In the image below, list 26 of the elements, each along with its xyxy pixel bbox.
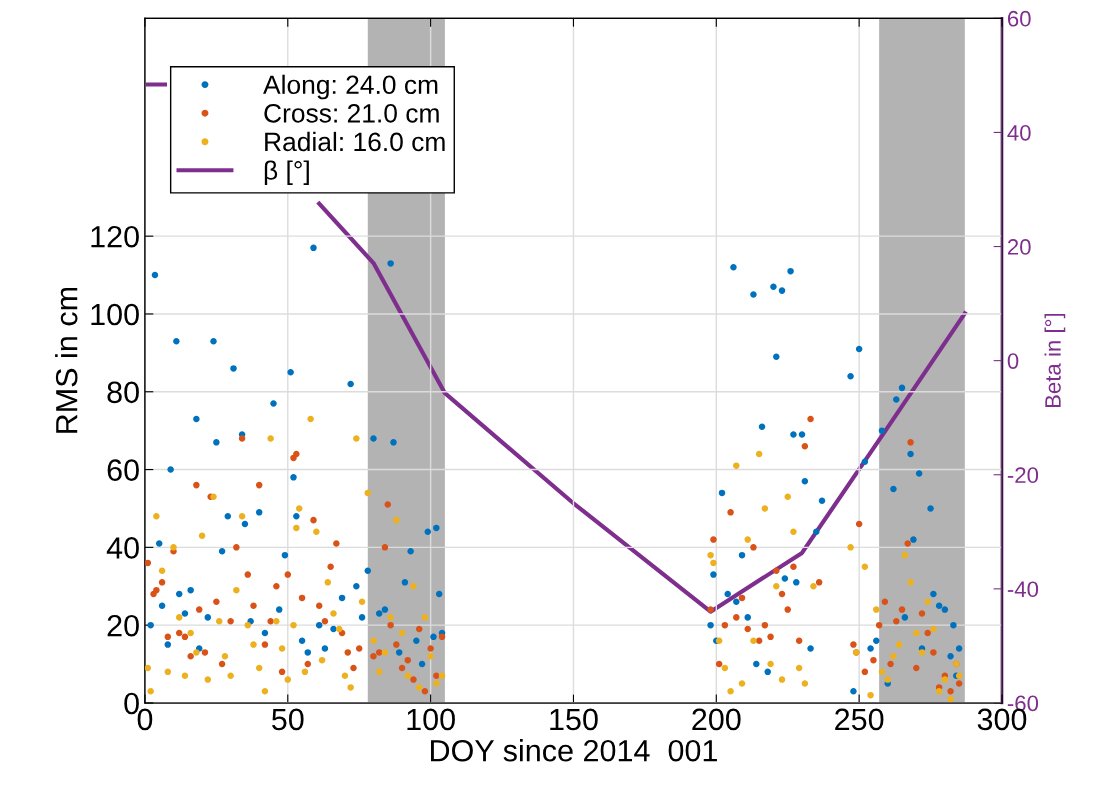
x-tick-label: 50 bbox=[272, 708, 304, 731]
y-axis-title: RMS in cm bbox=[55, 287, 78, 433]
x-tick-label: 150 bbox=[550, 708, 598, 731]
y-tick-label: 60 bbox=[107, 459, 139, 481]
x-tick-label: 0 bbox=[137, 708, 153, 731]
y2-tick-label: 0 bbox=[1007, 353, 1019, 369]
legend-label: Radial: 16.0 cm bbox=[265, 131, 445, 152]
y2-axis-title: Beta in [°] bbox=[1044, 313, 1066, 408]
y2-tick-label: 60 bbox=[1007, 10, 1031, 27]
x-tick-label: 200 bbox=[692, 708, 741, 731]
x-axis-title: DOY since 2014 001 bbox=[431, 739, 717, 762]
y-tick-label: 100 bbox=[91, 303, 139, 326]
legend-label: β [°] bbox=[264, 160, 309, 185]
y-tick-label: 0 bbox=[124, 692, 139, 715]
y-tick-label: 120 bbox=[91, 225, 139, 248]
y2-tick-label: 40 bbox=[1007, 124, 1031, 141]
y2-tick-label: -40 bbox=[1007, 581, 1039, 598]
legend-label: Cross: 21.0 cm bbox=[264, 103, 439, 123]
y-tick-label: 40 bbox=[106, 537, 139, 559]
y2-tick-label: -20 bbox=[1007, 467, 1039, 484]
y2-tick-label: 20 bbox=[1007, 239, 1031, 255]
x-tick-label: 100 bbox=[407, 708, 455, 731]
legend-label: Along: 24.0 cm bbox=[263, 74, 438, 100]
y-tick-label: 20 bbox=[107, 614, 139, 637]
y-tick-label: 80 bbox=[107, 381, 139, 404]
x-tick-label: 250 bbox=[835, 708, 884, 731]
